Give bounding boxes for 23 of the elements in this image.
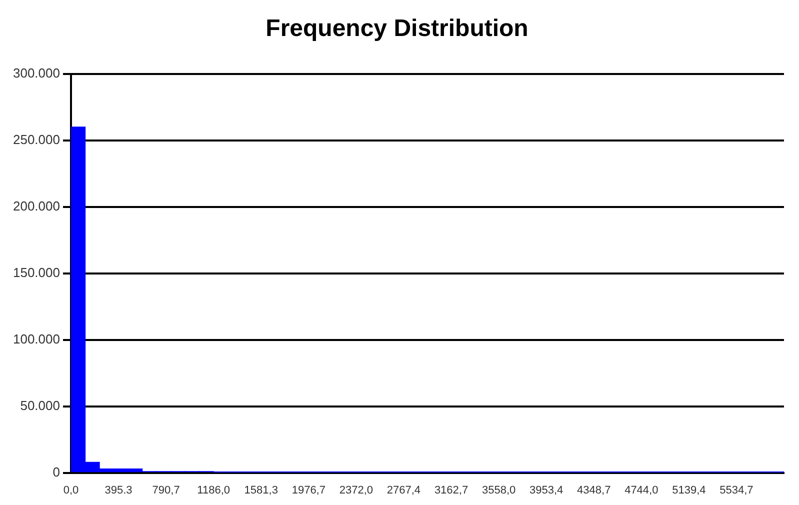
x-tick-label: 2372,0 — [339, 484, 374, 496]
x-tick-label: 4348,7 — [577, 484, 611, 496]
x-tick-label: 1976,7 — [292, 484, 326, 496]
x-tick-label: 3558,0 — [482, 484, 516, 496]
y-tick-label: 300.000 — [12, 65, 60, 80]
y-tick-label: 100.000 — [12, 331, 60, 346]
chart-title: Frequency Distribution — [266, 15, 528, 42]
x-tick-label: 5139,4 — [672, 484, 706, 496]
x-tick-label: 5534,7 — [720, 484, 754, 496]
x-tick-label: 1186,0 — [197, 484, 230, 496]
x-tick-label: 3953,4 — [530, 484, 564, 496]
y-tick-label: 250.000 — [12, 132, 60, 147]
x-tick-label: 790,7 — [152, 484, 180, 496]
y-tick-label: 150.000 — [12, 264, 60, 280]
x-tick-label: 3162,7 — [434, 484, 468, 496]
y-tick-label: 200.000 — [12, 198, 60, 214]
x-tick-label: 2767,4 — [386, 484, 421, 496]
x-tick-label: 395.3 — [104, 484, 132, 496]
x-tick-label: 1581,3 — [244, 484, 278, 496]
y-tick-label: 50.000 — [20, 398, 60, 413]
y-tick-label: 0 — [52, 464, 60, 480]
x-tick-label: 4744,0 — [624, 484, 658, 496]
x-tick-label: 0,0 — [63, 484, 79, 496]
